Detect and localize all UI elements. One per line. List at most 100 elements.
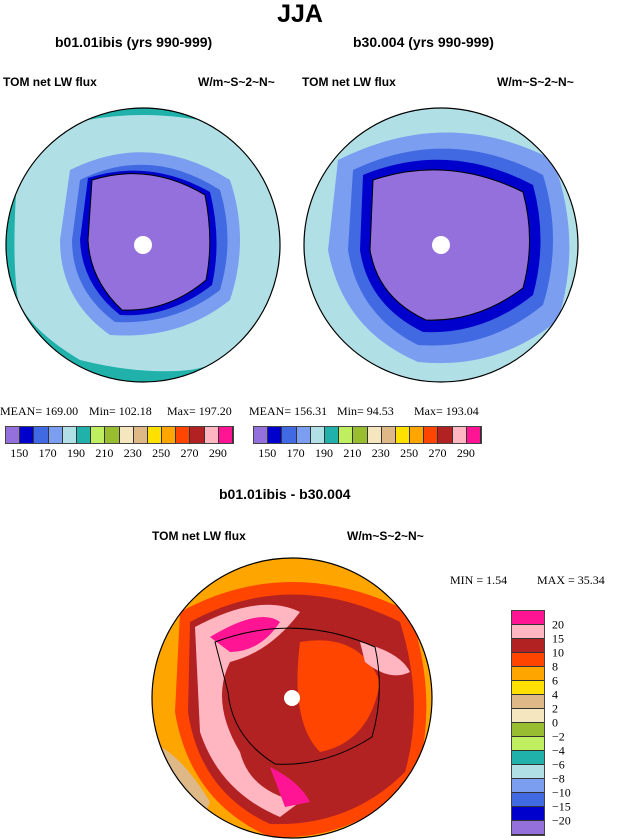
colorbar-box [512, 639, 544, 653]
colorbar-label: −20 [552, 813, 571, 828]
colorbar-box [20, 427, 35, 443]
colorbar-label: −15 [552, 799, 571, 814]
colorbar-box [76, 427, 92, 443]
panel-1-min: Min= 102.18 [89, 404, 152, 418]
colorbar-label: 170 [38, 446, 57, 460]
colorbar-box [105, 427, 120, 443]
colorbar-label: 190 [66, 446, 85, 460]
colorbar-2 [253, 426, 482, 444]
colorbar-label: 250 [152, 446, 171, 460]
colorbar-label: 270 [428, 446, 447, 460]
colorbar-label: 20 [552, 617, 564, 632]
colorbar-label: 8 [552, 659, 558, 674]
colorbar-box [6, 427, 21, 443]
colorbar-box [395, 427, 411, 443]
colorbar-box [324, 427, 340, 443]
panel-1-mean: MEAN= 169.00 [0, 404, 79, 418]
colorbar-label: −6 [552, 757, 565, 772]
colorbar-box [512, 821, 544, 835]
colorbar-box [310, 427, 325, 443]
colorbar-label: −10 [552, 785, 571, 800]
diff-title: b01.01ibis - b30.004 [219, 486, 351, 502]
colorbar-label: 150 [10, 446, 29, 460]
colorbar-label: 6 [552, 673, 558, 688]
colorbar-box [512, 667, 544, 681]
panel-1-title: b01.01ibis (yrs 990-999) [55, 34, 213, 50]
colorbar-box [204, 427, 219, 443]
colorbar-box [162, 427, 177, 443]
colorbar-label: 290 [208, 446, 227, 460]
colorbar-box [268, 427, 283, 443]
diff-colorbar [511, 610, 545, 836]
panel-1-max: Max= 197.20 [167, 404, 232, 418]
polar-map-diff [151, 557, 433, 839]
colorbar-box [452, 427, 467, 443]
colorbar-label: 190 [314, 446, 333, 460]
colorbar-box [512, 681, 544, 695]
colorbar-box [367, 427, 382, 443]
colorbar-box [190, 427, 205, 443]
pole-marker [432, 236, 450, 254]
colorbar-label: −2 [552, 729, 565, 744]
colorbar-2-labels: 150 170 190 210 230 250 270 290 [253, 446, 480, 460]
colorbar-box [91, 427, 106, 443]
colorbar-box [512, 737, 544, 751]
panel-2-max: Max= 193.04 [414, 404, 479, 418]
colorbar-box [466, 427, 481, 443]
pole-marker [284, 690, 300, 706]
colorbar-box [512, 779, 544, 793]
colorbar-1-labels: 150 170 190 210 230 250 270 290 [5, 446, 232, 460]
colorbar-box [381, 427, 396, 443]
colorbar-label: 0 [552, 715, 558, 730]
colorbar-label: −4 [552, 743, 565, 758]
panel-1-variable: TOM net LW flux [3, 75, 97, 89]
diff-variable: TOM net LW flux [152, 529, 246, 543]
colorbar-box [512, 625, 544, 639]
pole-marker [134, 236, 152, 254]
colorbar-box [512, 751, 544, 765]
panel-2-variable: TOM net LW flux [302, 75, 396, 89]
colorbar-box [512, 709, 544, 723]
colorbar-label: 170 [286, 446, 305, 460]
colorbar-label: 230 [123, 446, 142, 460]
colorbar-label: −8 [552, 771, 565, 786]
colorbar-box [254, 427, 269, 443]
colorbar-box [512, 723, 544, 737]
colorbar-box [62, 427, 77, 443]
colorbar-box [176, 427, 191, 443]
colorbar-box [218, 427, 233, 443]
colorbar-box [282, 427, 297, 443]
panel-2-min: Min= 94.53 [337, 404, 394, 418]
colorbar-box [512, 793, 544, 807]
panel-2-mean: MEAN= 156.31 [249, 404, 328, 418]
colorbar-box [410, 427, 425, 443]
panel-1-units: W/m~S~2~N~ [198, 75, 275, 89]
diff-min: MIN = 1.54 [450, 573, 508, 587]
polar-map-1 [5, 107, 281, 383]
colorbar-box [512, 653, 544, 667]
diff-units: W/m~S~2~N~ [347, 529, 424, 543]
colorbar-1 [5, 426, 234, 444]
colorbar-box [119, 427, 134, 443]
colorbar-box [133, 427, 148, 443]
colorbar-box [147, 427, 163, 443]
colorbar-label: 250 [400, 446, 419, 460]
colorbar-label: 210 [95, 446, 114, 460]
colorbar-box [424, 427, 439, 443]
colorbar-box [48, 427, 63, 443]
colorbar-box [353, 427, 368, 443]
colorbar-label: 15 [552, 631, 564, 646]
colorbar-box [512, 765, 544, 779]
colorbar-label: 10 [552, 645, 564, 660]
colorbar-label: 2 [552, 701, 558, 716]
colorbar-box [512, 611, 544, 625]
colorbar-label: 210 [343, 446, 362, 460]
panel-2-title: b30.004 (yrs 990-999) [353, 34, 494, 50]
colorbar-box [512, 807, 544, 821]
colorbar-label: 290 [456, 446, 475, 460]
colorbar-box [34, 427, 49, 443]
diff-max: MAX = 35.34 [537, 573, 605, 587]
colorbar-label: 150 [258, 446, 277, 460]
panel-2-units: W/m~S~2~N~ [497, 75, 574, 89]
